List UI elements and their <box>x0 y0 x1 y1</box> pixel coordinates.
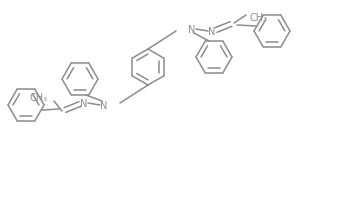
Text: N: N <box>208 27 216 37</box>
Text: N: N <box>188 25 196 35</box>
Text: CH₃: CH₃ <box>250 13 268 23</box>
Text: N: N <box>100 101 108 110</box>
Text: N: N <box>80 98 88 109</box>
Text: CH₃: CH₃ <box>30 92 48 103</box>
